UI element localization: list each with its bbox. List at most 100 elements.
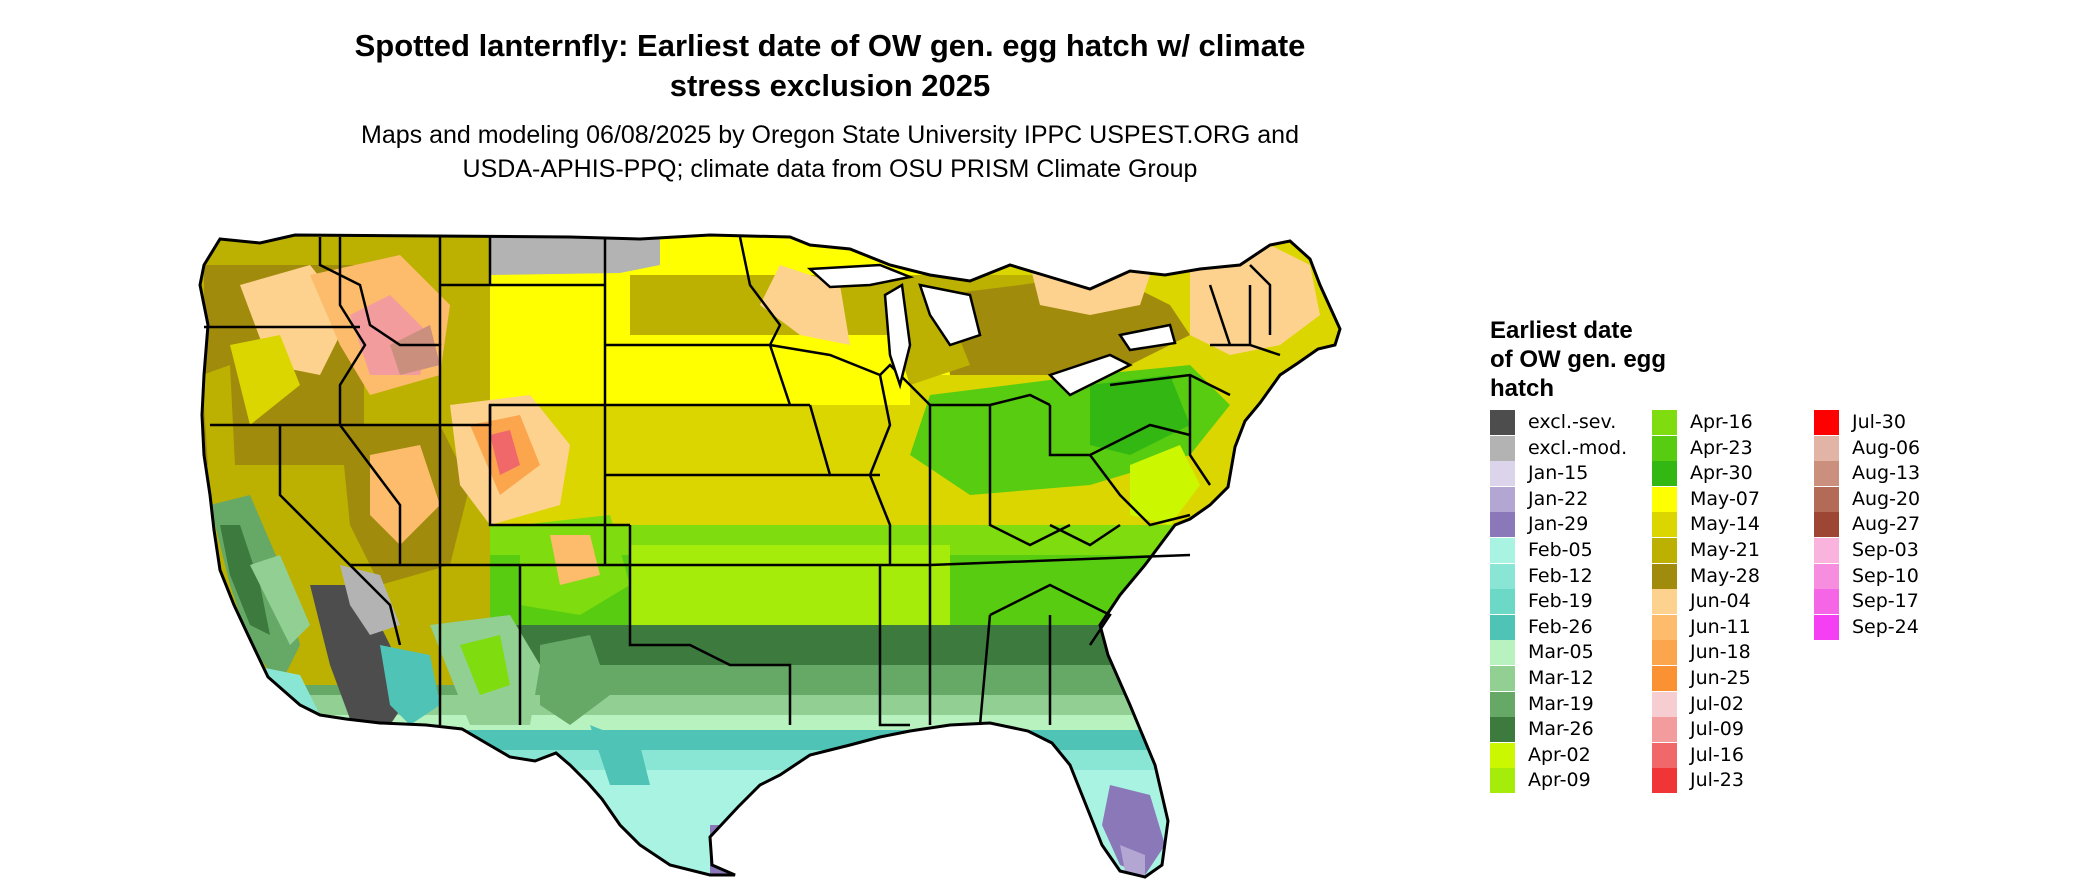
legend-item: May-14 <box>1652 512 1792 538</box>
legend-label: Sep-24 <box>1852 615 1919 638</box>
legend-item: Jul-02 <box>1652 691 1792 717</box>
legend-item: Jul-23 <box>1652 768 1792 794</box>
legend-label: Apr-23 <box>1690 436 1753 459</box>
legend-item: Sep-03 <box>1814 538 1954 563</box>
legend-label: Aug-27 <box>1852 513 1921 536</box>
legend-item: May-21 <box>1652 538 1792 563</box>
legend-swatch <box>1490 486 1515 512</box>
legend-label: Apr-30 <box>1690 462 1753 485</box>
legend-label: Jul-16 <box>1690 743 1744 766</box>
legend-swatch <box>1490 640 1515 666</box>
map-title: Spotted lanternfly: Earliest date of OW … <box>260 26 1400 106</box>
legend-item: Apr-23 <box>1652 435 1792 461</box>
legend-item: Apr-02 <box>1490 742 1630 768</box>
legend-swatch <box>1490 768 1515 794</box>
legend-label: excl.-mod. <box>1528 436 1628 459</box>
legend-item: Mar-26 <box>1490 717 1630 743</box>
legend-label: Jan-15 <box>1528 462 1589 485</box>
legend-swatch <box>1814 589 1839 615</box>
legend-swatch <box>1490 666 1515 691</box>
legend-label: Mar-26 <box>1528 718 1594 741</box>
map-subtitle-line-2: USDA-APHIS-PPQ; climate data from OSU PR… <box>462 155 1198 183</box>
legend-swatch <box>1490 435 1515 461</box>
legend-label: Sep-03 <box>1852 539 1919 561</box>
legend-label: Jun-25 <box>1690 667 1751 689</box>
legend-swatch <box>1814 614 1839 640</box>
legend-swatch <box>1652 486 1677 512</box>
legend-label: Feb-26 <box>1528 615 1593 638</box>
legend-title-line-3: hatch <box>1490 375 1555 402</box>
legend-label: Jan-22 <box>1528 487 1589 510</box>
legend-item: May-07 <box>1652 486 1792 512</box>
legend-item: Feb-12 <box>1490 563 1630 589</box>
legend-item: Mar-19 <box>1490 691 1630 717</box>
legend-swatch <box>1652 640 1677 666</box>
legend-item: Jun-25 <box>1652 666 1792 691</box>
map-title-line-2: stress exclusion 2025 <box>669 68 991 103</box>
legend-label: May-21 <box>1690 539 1760 561</box>
legend-label: May-07 <box>1690 487 1760 510</box>
legend-item: Sep-10 <box>1814 563 1954 589</box>
legend-item: Jan-29 <box>1490 512 1630 538</box>
legend-label: May-28 <box>1690 564 1760 587</box>
legend-label: Jan-29 <box>1528 513 1589 536</box>
legend-label: Mar-12 <box>1528 667 1594 689</box>
legend-swatch <box>1652 538 1677 563</box>
legend-item: Aug-20 <box>1814 486 1954 512</box>
legend-swatch <box>1490 512 1515 538</box>
legend-item: Apr-16 <box>1652 410 1792 435</box>
legend-label: Jun-11 <box>1690 615 1751 638</box>
legend-item: Aug-13 <box>1814 461 1954 487</box>
legend-swatch <box>1652 589 1677 615</box>
legend-swatch <box>1490 589 1515 615</box>
legend-label: Feb-12 <box>1528 564 1593 587</box>
legend-swatch <box>1490 614 1515 640</box>
legend-swatch <box>1814 486 1839 512</box>
legend-label: Sep-17 <box>1852 590 1919 613</box>
legend-label: Mar-05 <box>1528 641 1594 664</box>
legend-label: Aug-20 <box>1852 487 1921 510</box>
legend-swatch <box>1814 435 1839 461</box>
us-hatch-date-map <box>198 233 1342 879</box>
state-boundaries <box>204 236 1281 727</box>
legend: Earliest date of OW gen. egg hatch excl.… <box>1490 316 1920 794</box>
legend-swatch <box>1814 461 1839 487</box>
legend-label: Apr-09 <box>1528 769 1591 792</box>
legend-label: Feb-05 <box>1528 539 1593 561</box>
legend-swatch <box>1652 691 1677 717</box>
map-subtitle-line-1: Maps and modeling 06/08/2025 by Oregon S… <box>361 121 1299 149</box>
legend-item: Jan-22 <box>1490 486 1630 512</box>
legend-swatch <box>1652 666 1677 691</box>
legend-label: Aug-06 <box>1852 436 1921 459</box>
legend-swatch <box>1814 410 1839 435</box>
legend-label: Jul-23 <box>1690 769 1744 792</box>
legend-item: May-28 <box>1652 563 1792 589</box>
legend-swatch <box>1490 563 1515 589</box>
map-subtitle: Maps and modeling 06/08/2025 by Oregon S… <box>260 118 1400 186</box>
legend-label: May-14 <box>1690 513 1760 536</box>
legend-item: Apr-09 <box>1490 768 1630 794</box>
legend-item: Feb-26 <box>1490 614 1630 640</box>
legend-label: Aug-13 <box>1852 462 1921 485</box>
legend-label: excl.-sev. <box>1528 411 1617 433</box>
legend-item: Sep-24 <box>1814 614 1954 640</box>
legend-swatch <box>1652 461 1677 487</box>
legend-label: Jun-04 <box>1690 590 1751 613</box>
legend-swatch <box>1490 742 1515 768</box>
hatch-date-zones <box>200 235 1340 877</box>
legend-item: Jun-18 <box>1652 640 1792 666</box>
legend-swatch <box>1814 538 1839 563</box>
legend-item: Feb-05 <box>1490 538 1630 563</box>
legend-item: Sep-17 <box>1814 589 1954 615</box>
legend-swatch <box>1490 538 1515 563</box>
legend-item: Mar-12 <box>1490 666 1630 691</box>
legend-swatch <box>1652 717 1677 743</box>
legend-label: Feb-19 <box>1528 590 1593 613</box>
legend-swatch <box>1652 410 1677 435</box>
legend-item: Mar-05 <box>1490 640 1630 666</box>
legend-swatch <box>1490 691 1515 717</box>
legend-label: Apr-02 <box>1528 743 1591 766</box>
legend-swatch <box>1814 563 1839 589</box>
legend-swatch <box>1652 435 1677 461</box>
legend-title: Earliest date of OW gen. egg hatch <box>1490 316 1720 403</box>
